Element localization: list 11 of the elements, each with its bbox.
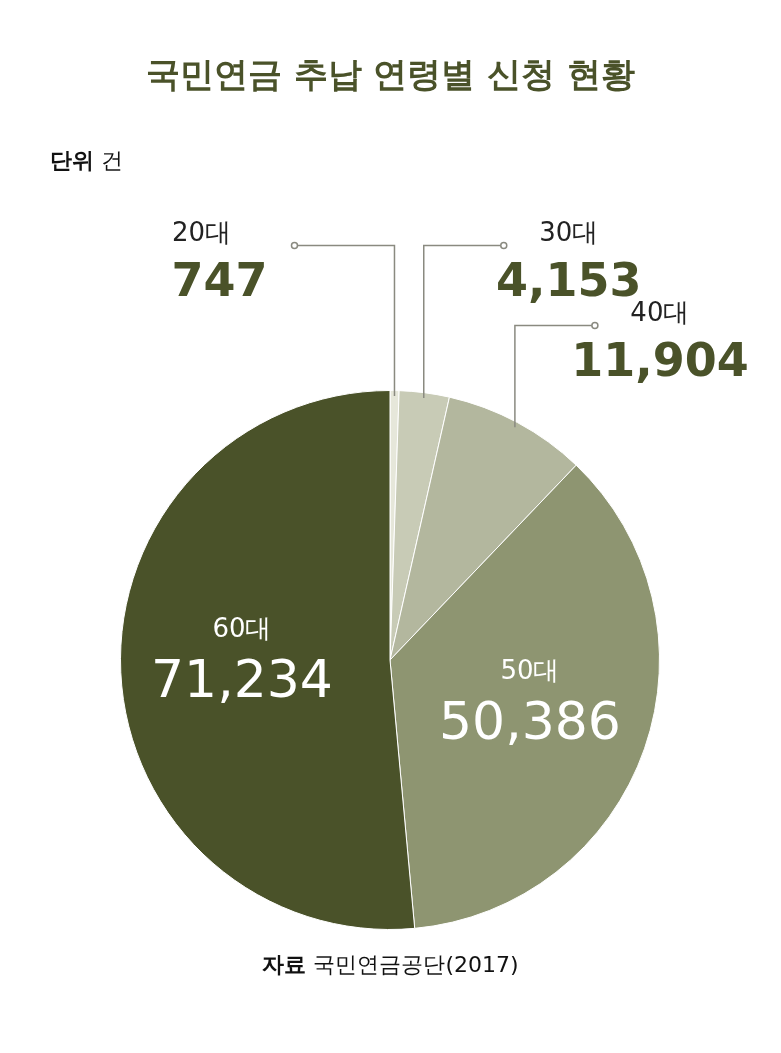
chart-title: 국민연금 추납 연령별 신청 현황 [144, 53, 637, 96]
data-label: 11,904 [571, 332, 749, 387]
text: 단위 건 [50, 147, 123, 175]
data-label: 747 [171, 252, 268, 307]
slice-label: 20대 [171, 216, 232, 247]
data-label: 50,386 [438, 690, 621, 751]
slice-label: 30대 [539, 216, 599, 247]
text: 자료 국민연금공단(2017) [261, 951, 520, 979]
slice-label: 50대 [500, 654, 560, 685]
data-label: 71,234 [150, 648, 333, 709]
slice-label: 60대 [212, 612, 272, 643]
